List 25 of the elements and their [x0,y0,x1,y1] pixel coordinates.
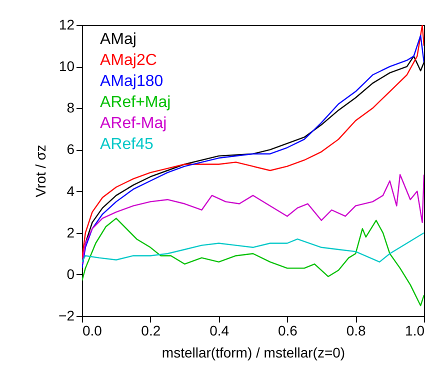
line-series [82,218,424,306]
text: AMaj180 [100,73,164,90]
text: ARef-Maj [100,115,167,132]
x-tick-label: 0.0 [82,322,102,338]
x-tick-label: 0.4 [210,322,230,338]
y-tick-label: 10 [58,58,75,74]
y-axis-title: Vrot / σz [32,144,49,198]
text: ARef+Maj [100,94,171,111]
x-tick-label: 0.8 [346,322,366,338]
y-tick-label: −2 [58,308,75,324]
text: AMaj [100,31,136,48]
x-axis-title: mstellar(tform) / mstellar(z=0) [162,344,346,360]
y-tick-label: 2 [66,224,75,240]
y-tick-label: 4 [66,182,75,199]
text: AMaj2C [100,52,157,69]
text: ARef45 [100,136,154,153]
y-tick-label: 6 [66,141,75,158]
x-tick-label: 0.6 [278,322,298,338]
y-tick-label: 0 [66,266,75,282]
line-series [82,174,424,265]
y-tick-label: 12 [58,16,75,32]
x-tick-label: 0.2 [141,322,161,338]
x-tick-label: 1.0 [405,322,425,338]
line-series [82,232,424,263]
y-tick-label: 8 [66,100,75,116]
